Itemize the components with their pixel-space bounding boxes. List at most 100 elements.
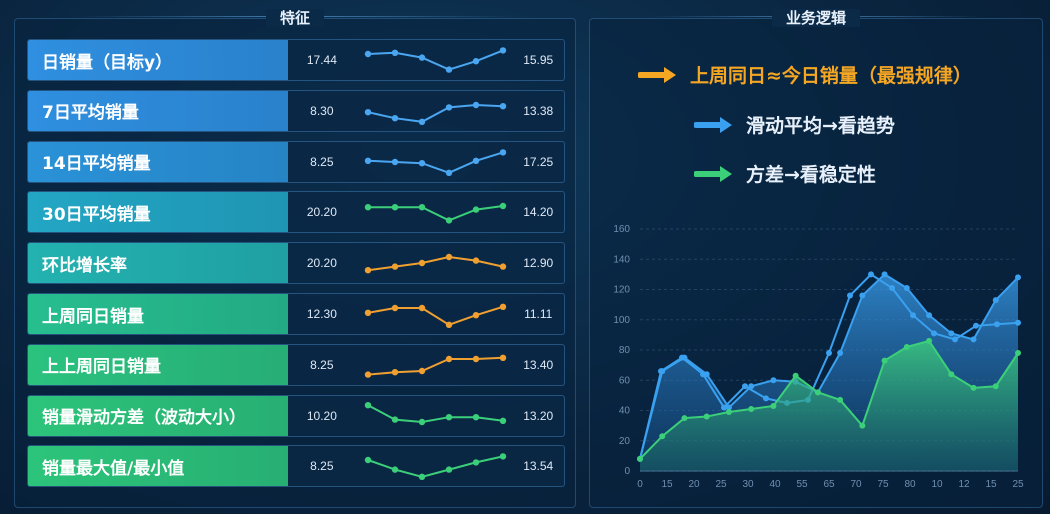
- feature-sparkline: [364, 253, 506, 274]
- series-1-point: [948, 330, 955, 337]
- series-2-point: [952, 336, 958, 343]
- y-tick-label: 100: [613, 315, 630, 326]
- series-3-point: [1015, 350, 1021, 357]
- y-tick-label: 40: [619, 406, 631, 417]
- feature-value-end: 17.25: [523, 154, 554, 169]
- series-3-point: [681, 415, 688, 422]
- x-tick-label: 80: [904, 479, 916, 490]
- sparkline-point: [445, 103, 452, 111]
- series-3-point: [859, 422, 866, 429]
- x-tick-label: 12: [958, 479, 970, 490]
- series-3-point: [659, 433, 666, 440]
- series-1-point: [1015, 274, 1021, 281]
- orange-arrow-icon: [638, 66, 676, 83]
- y-tick-label: 20: [619, 436, 631, 447]
- series-2-point: [700, 371, 706, 378]
- feature-label: 上周同日销量: [28, 294, 289, 334]
- sparkline-point: [472, 257, 479, 264]
- series-2-point: [679, 354, 685, 361]
- y-tick-label: 140: [613, 254, 630, 265]
- y-tick-label: 160: [613, 224, 630, 235]
- x-tick-label: 10: [931, 479, 943, 490]
- feature-value-start: 12.30: [306, 307, 337, 321]
- sparkline-line: [367, 49, 504, 71]
- feature-row: 7日平均销量 8.30 13.38: [27, 89, 565, 132]
- series-2-point: [763, 395, 769, 402]
- business-logic-panel: 业务逻辑 上周同日≈今日销量（最强规律） 滑动平均→看趋势 方差→看稳定性 0 2…: [589, 9, 1043, 508]
- sparkline-point: [418, 259, 425, 267]
- green-arrow-icon: [694, 165, 732, 182]
- sparkline-point: [391, 114, 398, 122]
- x-tick-label: 20: [688, 479, 700, 490]
- sparkline-point: [499, 102, 506, 110]
- series-2-point: [742, 383, 748, 390]
- sparkline-point: [472, 206, 479, 214]
- sparkline-line: [367, 103, 503, 123]
- x-tick-label: 40: [769, 479, 781, 490]
- series-3-point: [948, 371, 955, 378]
- sparkline-point: [364, 267, 371, 274]
- sparkline-line: [367, 356, 503, 376]
- sparkline-point: [445, 321, 452, 328]
- sparkline-point: [418, 118, 425, 125]
- sparkline-point: [472, 459, 479, 466]
- series-3-line: [639, 339, 1019, 460]
- feature-sparkline: [364, 203, 506, 224]
- series-1-point: [770, 377, 777, 384]
- sparkline-point: [499, 417, 506, 424]
- rule-text: 方差→看稳定性: [746, 164, 876, 186]
- series-3-point: [903, 343, 910, 350]
- feature-value-start: 8.30: [310, 103, 334, 118]
- feature-row: 上上周同日销量 8.25 13.40: [27, 343, 565, 386]
- sparkline-point: [391, 304, 398, 312]
- sparkline-point: [445, 66, 452, 73]
- sparkline-point: [364, 457, 371, 464]
- series-2-point: [994, 321, 1000, 328]
- feature-value-start: 20.20: [306, 256, 337, 271]
- feature-row: 30日平均销量 20.20 14.20: [27, 191, 565, 234]
- feature-label: 环比增长率: [28, 243, 289, 284]
- feature-value-end: 12.90: [523, 256, 554, 271]
- sparkline-point: [364, 371, 371, 378]
- rule-text: 上周同日≈今日销量（最强规律）: [690, 65, 972, 87]
- feature-label: 30日平均销量: [28, 192, 289, 233]
- series-2-point: [889, 284, 895, 291]
- feature-row: 14日平均销量 8.25 17.25: [27, 140, 565, 183]
- sparkline-point: [499, 203, 506, 210]
- feature-value-end: 13.38: [523, 103, 554, 118]
- sparkline-point: [391, 158, 398, 165]
- features-panel-title: 特征: [15, 7, 575, 28]
- sparkline-line: [367, 205, 503, 222]
- logic-panel-title: 业务逻辑: [590, 7, 1042, 28]
- x-tick-label: 55: [796, 479, 808, 490]
- feature-sparkline: [364, 101, 506, 125]
- feature-sparkline: [364, 453, 506, 481]
- sparkline-point: [364, 204, 371, 211]
- sparkline-point: [499, 303, 506, 310]
- y-tick-label: 60: [619, 375, 631, 386]
- y-tick-label: 120: [613, 285, 630, 296]
- sparkline-point: [364, 309, 371, 316]
- feature-value-start: 8.25: [310, 154, 334, 169]
- sales-area-chart: 0 20 40 60 80 100 120 140 160 0 15 20 25 30 40 55 65 70 75…: [613, 224, 1024, 490]
- sparkline-point: [499, 263, 506, 270]
- rule-variance: 方差→看稳定性: [694, 160, 876, 187]
- feature-label: 销量最大值/最小值: [28, 446, 289, 487]
- series-2-point: [1015, 319, 1021, 326]
- series-2-point: [910, 312, 916, 319]
- series-2-point: [868, 271, 874, 278]
- sparkline-point: [418, 304, 425, 312]
- y-tick-label: 0: [624, 466, 630, 477]
- series-1-point: [903, 284, 910, 291]
- sparkline-point: [391, 466, 398, 474]
- x-tick-label: 15: [985, 479, 997, 490]
- series-1-point: [970, 336, 977, 343]
- series-2-point: [721, 404, 727, 411]
- sparkline-line: [367, 151, 503, 174]
- sparkline-line: [367, 455, 503, 479]
- series-1-point: [881, 271, 888, 278]
- series-3-point: [881, 357, 888, 364]
- sparkline-line: [367, 256, 503, 272]
- sparkline-point: [418, 54, 425, 61]
- sparkline-point: [445, 253, 452, 261]
